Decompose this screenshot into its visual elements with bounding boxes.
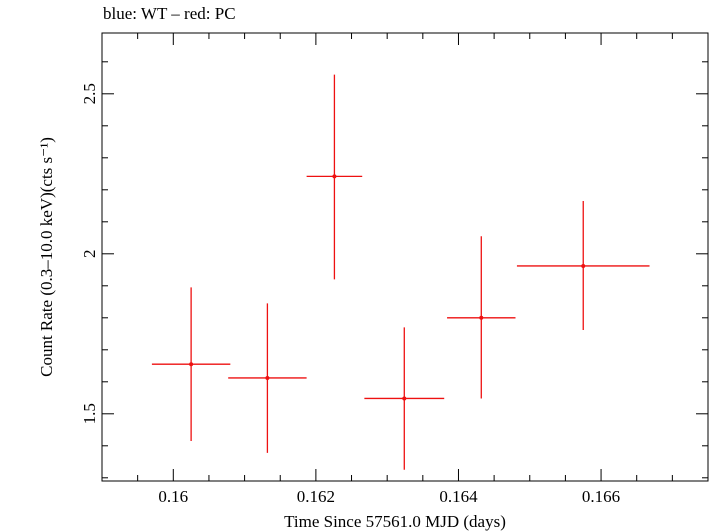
x-tick-label: 0.166 <box>582 487 620 506</box>
x-axis-ticks: 0.16 0.162 0.164 0.166 <box>101 33 709 506</box>
data-point <box>306 74 363 280</box>
y-axis-label: Count Rate (0.3–10.0 keV)(cts s⁻¹) <box>37 137 56 377</box>
x-tick-label: 0.164 <box>439 487 478 506</box>
data-marker <box>189 362 194 367</box>
data-series <box>151 74 650 470</box>
chart-title: blue: WT – red: PC <box>103 4 236 23</box>
data-point <box>447 236 516 399</box>
plot-frame <box>101 32 709 482</box>
x-axis-label: Time Since 57561.0 MJD (days) <box>284 512 506 531</box>
data-point <box>151 287 231 441</box>
data-marker <box>332 174 337 179</box>
data-point <box>516 201 650 330</box>
data-point <box>364 327 445 470</box>
data-marker <box>581 263 586 268</box>
x-tick-label: 0.162 <box>297 487 335 506</box>
y-tick-label: 2.5 <box>80 83 99 104</box>
data-marker <box>265 375 270 380</box>
y-tick-label: 2 <box>80 250 99 258</box>
data-marker <box>402 396 407 401</box>
y-tick-label: 1.5 <box>80 403 99 424</box>
x-tick-label: 0.16 <box>158 487 188 506</box>
data-marker <box>479 315 484 320</box>
y-axis-ticks: 1.5 2 2.5 <box>80 61 708 479</box>
data-point <box>228 303 307 453</box>
